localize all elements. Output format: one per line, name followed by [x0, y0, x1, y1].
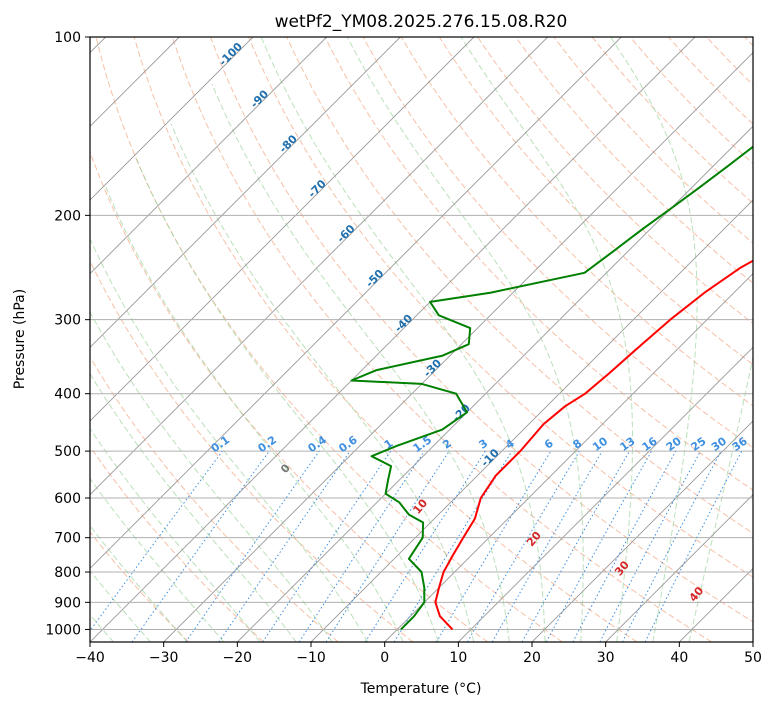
x-tick-label: −30: [149, 650, 179, 666]
moist-adiabat: [135, 157, 439, 642]
moist-adiabat: [260, 37, 546, 642]
dry-adiabat: [400, 37, 753, 407]
isotherm-line: [90, 37, 475, 422]
mixing-ratio-line: [644, 450, 743, 642]
moist-adiabat: [90, 372, 297, 642]
dry-adiabat: [90, 445, 264, 642]
y-tick-label: 1000: [45, 622, 81, 638]
y-axis-label: Pressure (hPa): [12, 289, 28, 389]
x-tick-label: 0: [380, 650, 389, 666]
dry-adiabat: [171, 37, 712, 642]
x-tick-label: 10: [449, 650, 467, 666]
x-tick-label: −20: [223, 650, 253, 666]
x-tick-label: 50: [744, 650, 762, 666]
y-tick-label: 500: [54, 444, 81, 460]
dry-adiabat: [90, 356, 339, 642]
y-tick-label: 700: [54, 531, 81, 547]
moist-adiabat: [90, 570, 151, 642]
temperature-line: [434, 259, 753, 631]
mixing-ratio-line: [262, 450, 392, 642]
isotherm-line: [163, 52, 753, 642]
dry-adiabat: [438, 37, 753, 366]
moist-adiabat: [610, 37, 698, 642]
moist-adiabat: [346, 37, 584, 642]
y-tick-label: 300: [54, 313, 81, 329]
dry-adiabat: [248, 37, 753, 578]
isotherm-line: [90, 37, 696, 642]
axes: −40 −30 −20 −10 0 10 20 30 40 50 1000 900 800 700 600 5…: [45, 30, 762, 666]
isotherm-line: [605, 494, 753, 642]
x-tick-label: 20: [523, 650, 541, 666]
plot-series: [350, 145, 753, 631]
moist-adiabat: [211, 83, 510, 642]
x-tick-label: −10: [296, 650, 326, 666]
dry-adiabat: [515, 37, 753, 284]
isotherm-line: [90, 37, 622, 569]
mixing-ratio-line: [131, 450, 270, 642]
mixing-ratio-line: [545, 450, 653, 642]
dry-adiabat: [210, 37, 753, 623]
mixing-ratio-line: [90, 450, 223, 632]
mixing-ratio-line: [218, 450, 351, 642]
y-tick-label: 900: [54, 595, 81, 611]
chart-title: wetPf2_YM08.2025.276.15.08.R20: [275, 12, 568, 32]
plot-background-lines: [90, 37, 753, 642]
mixing-ratio-line: [325, 450, 450, 642]
mixing-ratio-line: [393, 450, 513, 642]
isotherm-line: [310, 199, 753, 642]
y-tick-label: 100: [54, 30, 81, 46]
dry-adiabat: [90, 531, 190, 642]
moist-adiabat: [90, 237, 369, 642]
mixing-ratio-line: [521, 450, 630, 642]
y-tick-label: 200: [54, 208, 81, 224]
x-tick-label: −40: [75, 650, 105, 666]
y-tick-label: 800: [54, 565, 81, 581]
plot-frame: [89, 36, 754, 643]
isotherm-line: [90, 37, 254, 201]
moist-adiabat: [90, 524, 188, 642]
dry-adiabat: [133, 37, 638, 642]
mixing-ratio-line: [298, 450, 425, 642]
x-axis-label: Temperature (°C): [360, 681, 482, 697]
mixing-ratio-line: [185, 450, 320, 642]
dewpoint-line: [350, 145, 753, 631]
isotherm-line: [531, 420, 753, 642]
isotherm-line: [237, 125, 753, 642]
x-tick-label: 40: [670, 650, 688, 666]
x-tick-label: 30: [597, 650, 615, 666]
y-tick-label: 400: [54, 387, 81, 403]
mixing-ratio-line: [572, 450, 677, 642]
isotherm-line: [90, 37, 548, 496]
moist-adiabat: [104, 185, 404, 642]
isotherm-line: [90, 37, 401, 348]
isotherm-line: [458, 346, 753, 642]
isotherm-line: [384, 273, 753, 642]
y-tick-label: 600: [54, 491, 81, 507]
moist-adiabat: [90, 477, 225, 642]
dry-adiabat: [90, 150, 488, 642]
moist-adiabat: [90, 310, 333, 642]
isotherm-line: [90, 37, 327, 275]
